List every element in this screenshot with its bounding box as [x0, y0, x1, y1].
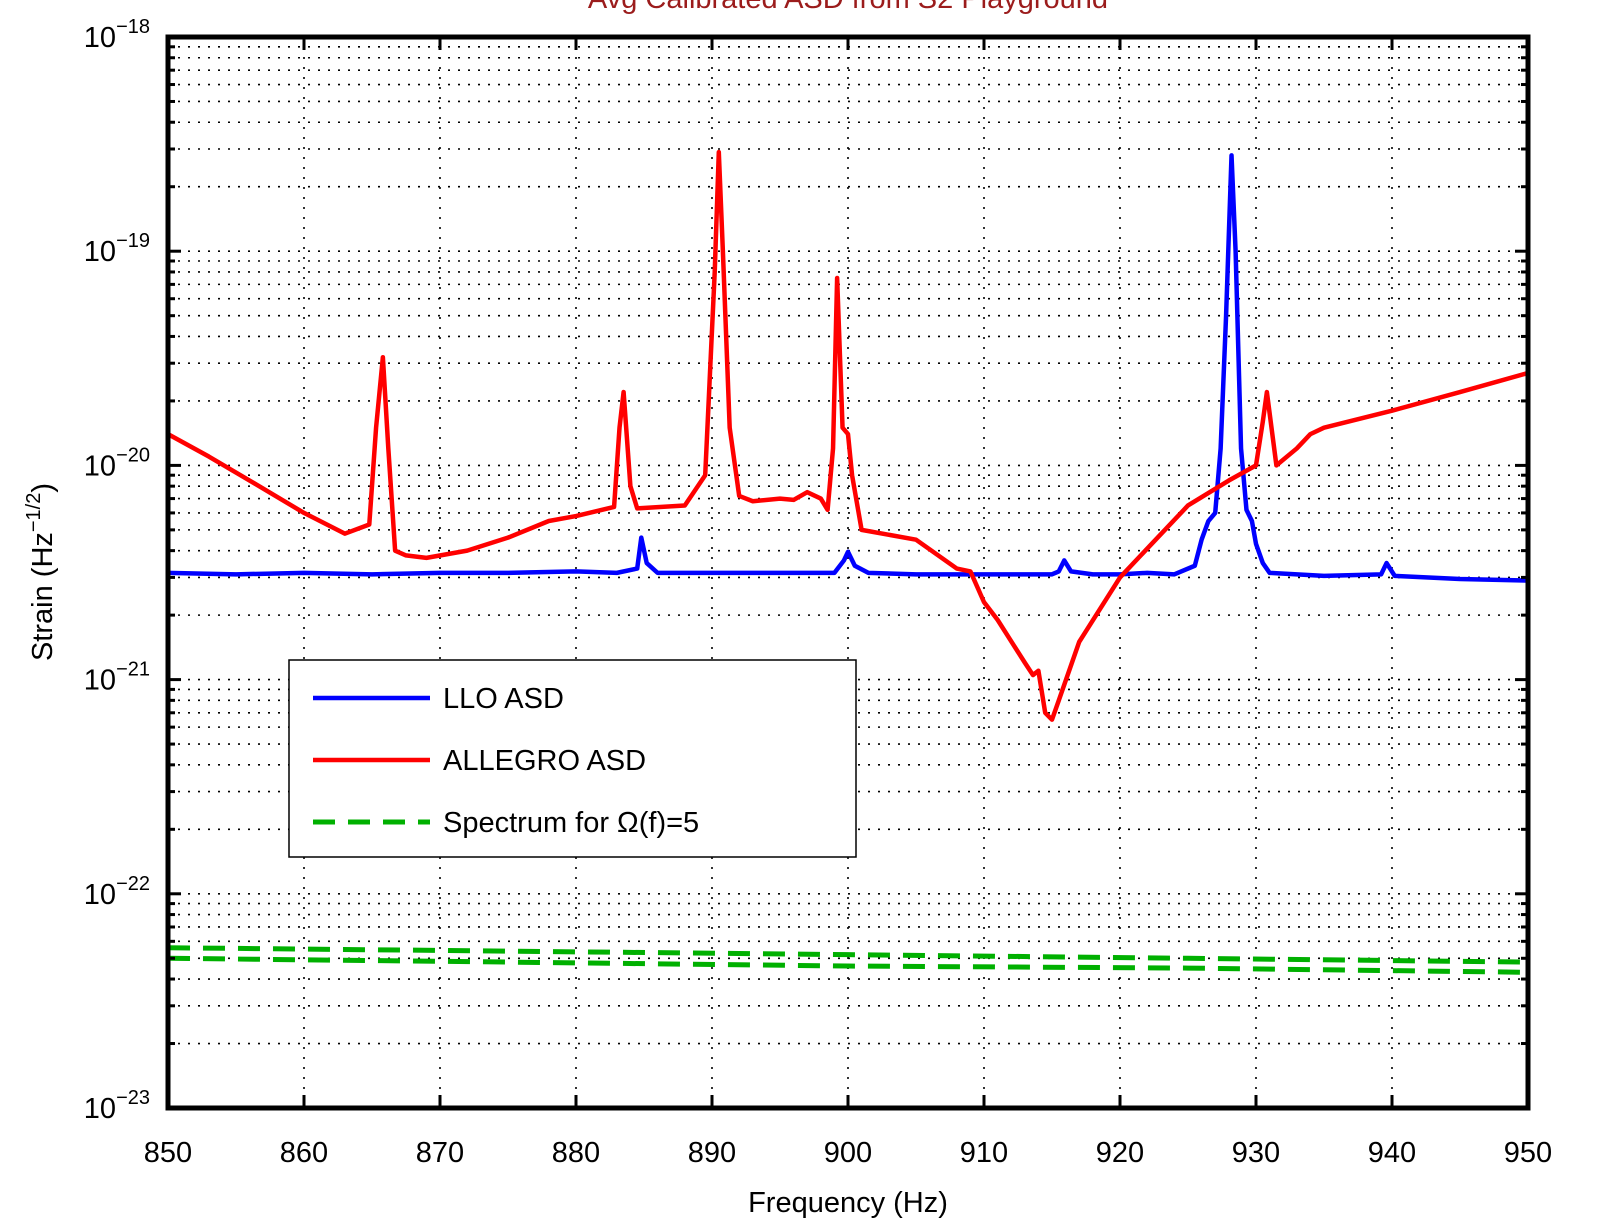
y-tick-labels: 10−23 10−22 10−21 10−20 10−19 10−18 [84, 16, 150, 1125]
y-tick-label: 10−22 [84, 873, 150, 911]
legend-label: LLO ASD [443, 683, 564, 715]
y-axis-label-exponent: −1/2 [23, 493, 45, 532]
omega-spectrum-upper-line [167, 945, 1529, 965]
legend-label: Spectrum for Ω(f)=5 [443, 807, 699, 839]
allegro-asd-line [166, 149, 1529, 722]
y-tick-label: 10−21 [84, 659, 150, 697]
x-tick-label: 900 [824, 1137, 872, 1169]
series-layer [166, 149, 1529, 975]
omega-spectrum-lower-line [167, 955, 1529, 975]
legend-label: ALLEGRO ASD [443, 745, 646, 777]
x-tick-label: 850 [144, 1137, 192, 1169]
x-tick-label: 870 [416, 1137, 464, 1169]
ticks [166, 37, 1530, 1110]
y-tick-label: 10−20 [84, 444, 150, 482]
x-tick-label: 880 [552, 1137, 600, 1169]
y-axis-label-base: Strain (Hz [27, 532, 59, 661]
x-tick-labels: 850 860 870 880 890 900 910 920 930 940 950 [144, 1137, 1552, 1169]
x-tick-label: 890 [688, 1137, 736, 1169]
x-tick-label: 950 [1504, 1137, 1552, 1169]
y-axis-label: Strain (Hz−1/2) [23, 483, 59, 661]
x-tick-label: 860 [280, 1137, 328, 1169]
x-axis-label: Frequency (Hz) [748, 1187, 948, 1219]
y-axis-label-tail: ) [27, 483, 59, 493]
x-tick-label: 910 [960, 1137, 1008, 1169]
y-tick-label: 10−23 [84, 1087, 150, 1125]
x-tick-label: 940 [1368, 1137, 1416, 1169]
y-tick-label: 10−18 [84, 16, 150, 54]
chart-title: Avg Calibrated ASD from S2 Playground [588, 0, 1108, 15]
legend: LLO ASD ALLEGRO ASD Spectrum for Ω(f)=5 [288, 659, 857, 858]
x-tick-label: 920 [1096, 1137, 1144, 1169]
llo-asd-line [167, 153, 1529, 583]
y-tick-label: 10−19 [84, 230, 150, 268]
x-tick-label: 930 [1232, 1137, 1280, 1169]
